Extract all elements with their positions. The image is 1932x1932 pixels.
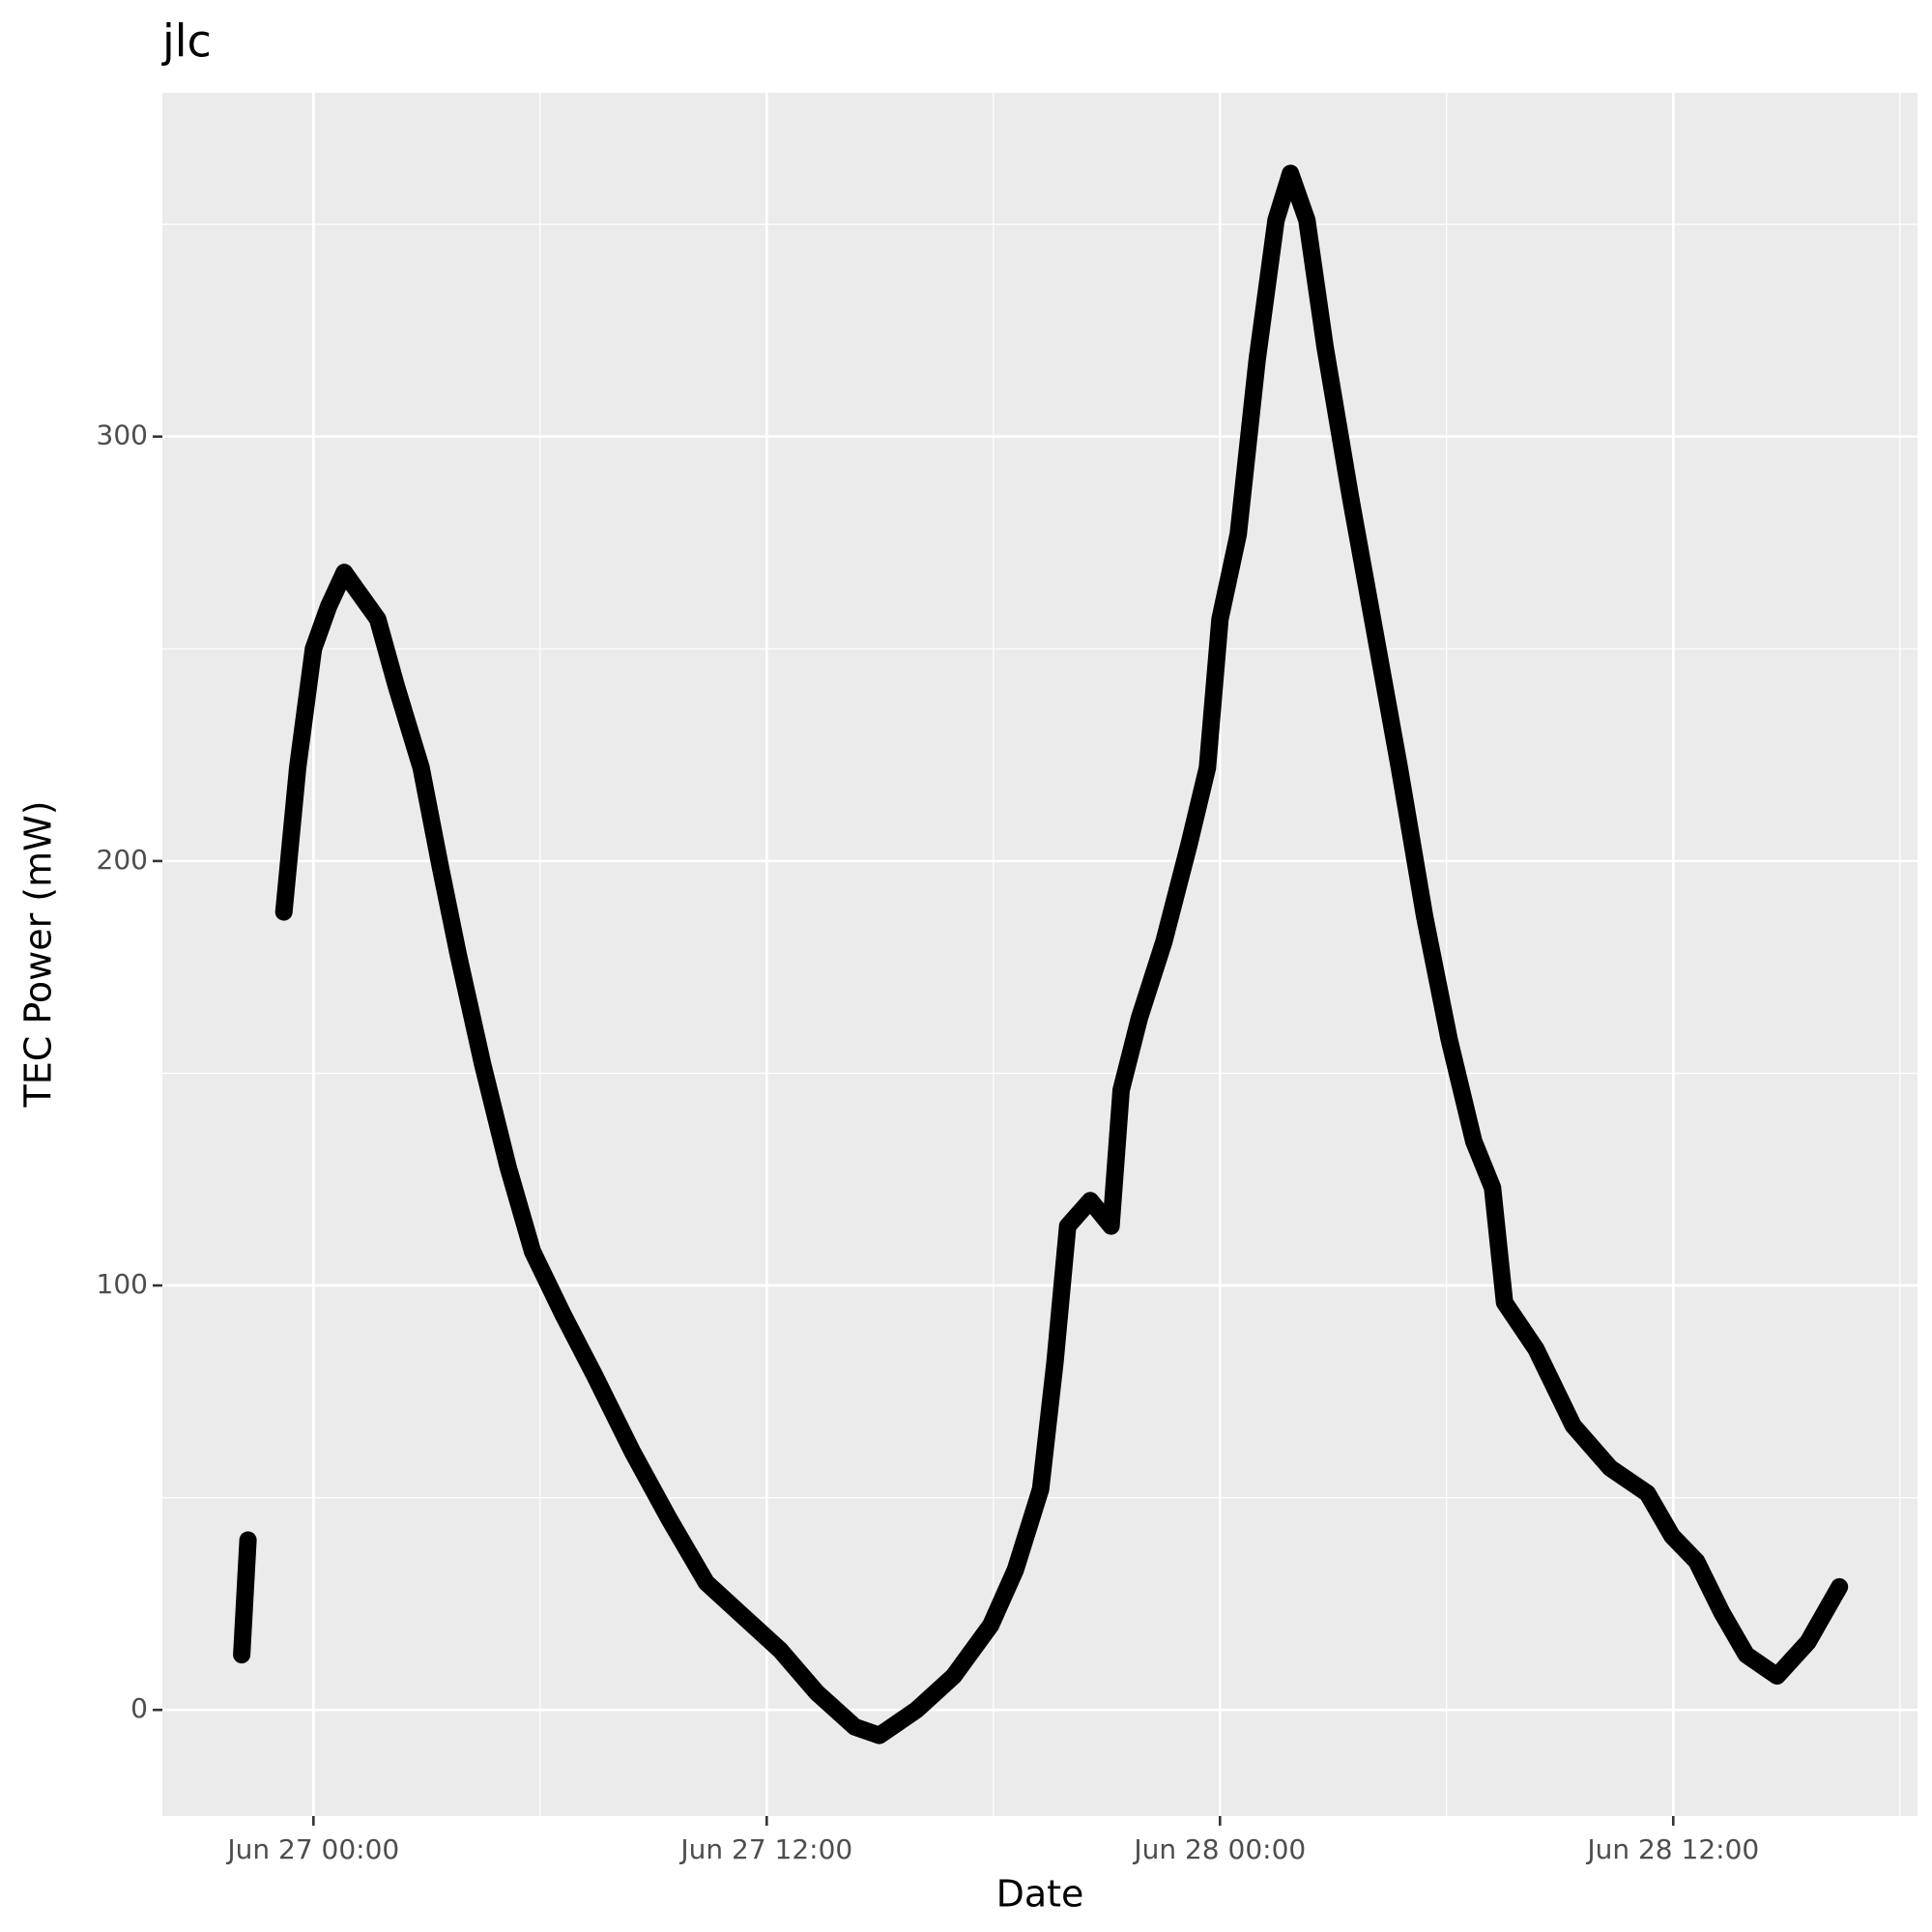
panel	[162, 93, 1918, 1816]
chart-title: jlc	[161, 15, 212, 68]
x-tick-label: Jun 28 00:00	[1132, 1833, 1306, 1865]
y-axis-title: TEC Power (mW)	[17, 800, 60, 1108]
y-tick-label: 0	[130, 1692, 148, 1724]
x-tick-label: Jun 27 12:00	[678, 1833, 852, 1865]
y-tick-label: 300	[97, 419, 148, 451]
x-tick-label: Jun 27 00:00	[225, 1833, 399, 1865]
y-tick-label: 100	[97, 1268, 148, 1300]
x-axis-title: Date	[996, 1873, 1084, 1916]
x-tick-label: Jun 28 12:00	[1585, 1833, 1759, 1865]
y-tick-label: 200	[97, 844, 148, 876]
data-line	[233, 164, 1849, 1745]
